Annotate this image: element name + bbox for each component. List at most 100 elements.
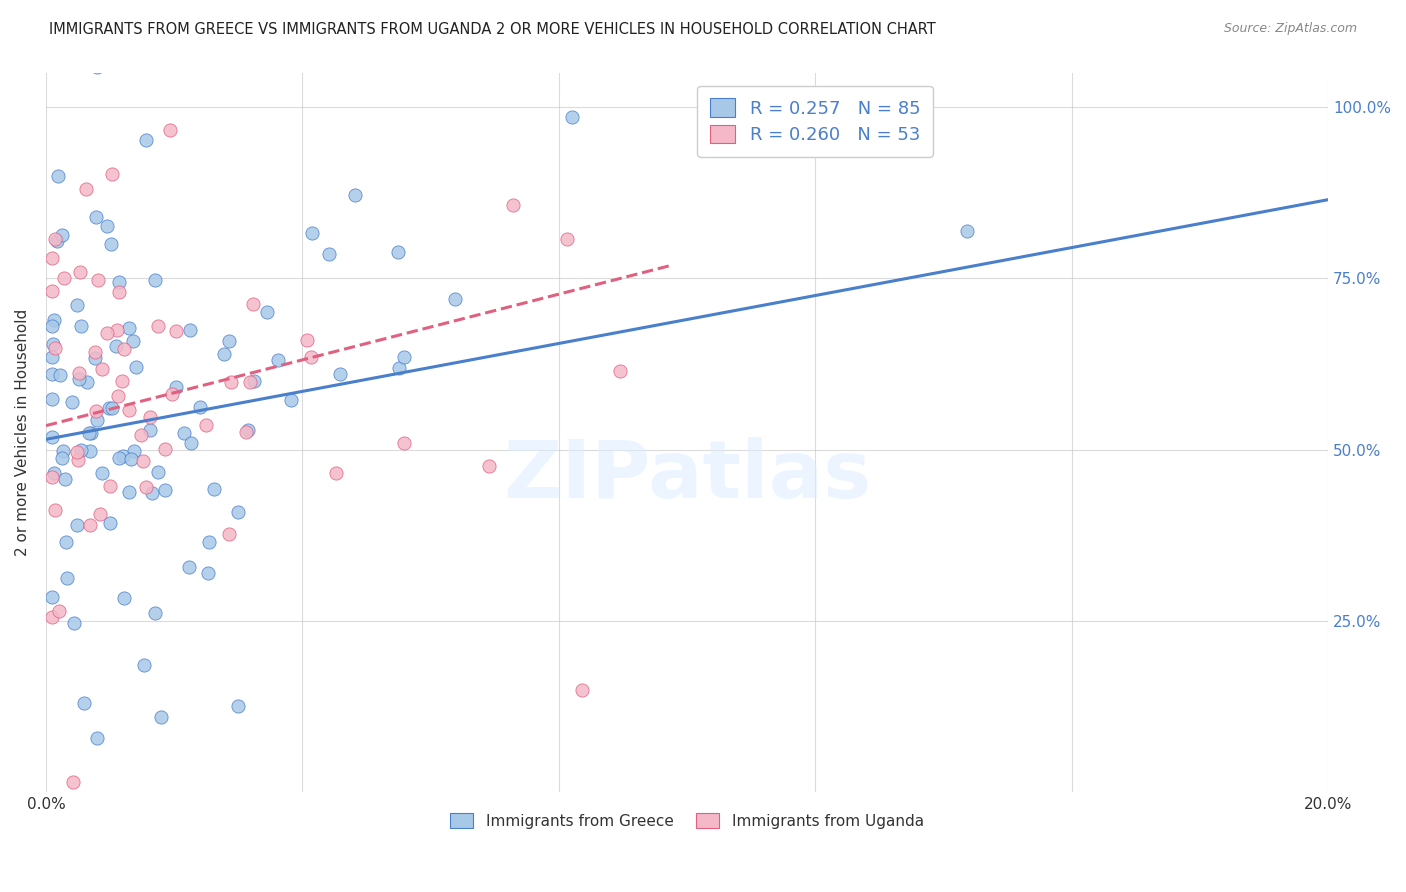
Point: [41, 590, 63, 604]
Point: [392, 435, 415, 450]
Point: [202, 483, 225, 497]
Point: [343, 187, 366, 202]
Point: [96, 219, 118, 234]
Point: [86, 731, 108, 745]
Point: [143, 273, 166, 287]
Point: [325, 466, 347, 480]
Text: IMMIGRANTS FROM GREECE VS IMMIGRANTS FROM UGANDA 2 OR MORE VEHICLES IN HOUSEHOLD: IMMIGRANTS FROM GREECE VS IMMIGRANTS FRO…: [49, 22, 936, 37]
Point: [132, 454, 155, 468]
Point: [41, 318, 63, 333]
Point: [79, 443, 101, 458]
Point: [53, 473, 76, 487]
Point: [52, 444, 75, 458]
Point: [46, 234, 69, 248]
Point: [125, 359, 148, 374]
Point: [956, 223, 979, 237]
Point: [118, 321, 141, 335]
Point: [159, 123, 181, 137]
Point: [609, 364, 631, 378]
Point: [571, 683, 593, 698]
Point: [84, 211, 107, 225]
Point: [165, 380, 187, 394]
Point: [329, 367, 352, 381]
Point: [84, 351, 107, 366]
Point: [146, 465, 169, 479]
Point: [62, 775, 84, 789]
Point: [70, 442, 93, 457]
Point: [235, 425, 257, 439]
Point: [41, 367, 63, 381]
Point: [44, 232, 66, 246]
Point: [141, 486, 163, 500]
Point: [101, 168, 124, 182]
Point: [91, 467, 114, 481]
Point: [267, 352, 290, 367]
Point: [112, 591, 135, 605]
Point: [41, 430, 63, 444]
Point: [105, 323, 128, 337]
Point: [218, 526, 240, 541]
Point: [280, 392, 302, 407]
Y-axis label: 2 or more Vehicles in Household: 2 or more Vehicles in Household: [15, 309, 30, 556]
Point: [118, 485, 141, 500]
Point: [139, 409, 162, 424]
Point: [41, 251, 63, 265]
Point: [46, 169, 69, 183]
Point: [66, 445, 89, 459]
Point: [84, 404, 107, 418]
Point: [478, 459, 501, 474]
Point: [73, 696, 96, 710]
Point: [90, 362, 112, 376]
Point: [77, 425, 100, 440]
Point: [41, 469, 63, 483]
Point: [153, 442, 176, 456]
Point: [197, 534, 219, 549]
Point: [41, 392, 63, 406]
Point: [553, 10, 575, 24]
Point: [148, 318, 170, 333]
Point: [243, 374, 266, 388]
Point: [238, 376, 260, 390]
Point: [48, 603, 70, 617]
Point: [67, 371, 90, 385]
Text: Source: ZipAtlas.com: Source: ZipAtlas.com: [1223, 22, 1357, 36]
Point: [107, 275, 129, 289]
Point: [41, 609, 63, 624]
Point: [56, 571, 79, 585]
Point: [214, 346, 236, 360]
Point: [295, 333, 318, 347]
Point: [76, 375, 98, 389]
Point: [120, 451, 142, 466]
Point: [100, 237, 122, 252]
Point: [301, 227, 323, 241]
Point: [135, 480, 157, 494]
Point: [107, 388, 129, 402]
Point: [112, 342, 135, 356]
Point: [162, 387, 184, 401]
Point: [60, 395, 83, 409]
Point: [132, 658, 155, 673]
Point: [118, 403, 141, 417]
Point: [79, 518, 101, 533]
Point: [143, 606, 166, 620]
Point: [98, 401, 121, 415]
Point: [318, 247, 340, 261]
Point: [226, 699, 249, 714]
Point: [87, 273, 110, 287]
Point: [165, 324, 187, 338]
Point: [121, 334, 143, 348]
Point: [150, 709, 173, 723]
Point: [52, 270, 75, 285]
Point: [256, 305, 278, 319]
Point: [108, 450, 131, 465]
Point: [66, 298, 89, 312]
Point: [173, 426, 195, 441]
Point: [44, 466, 66, 480]
Point: [226, 505, 249, 519]
Point: [236, 423, 259, 437]
Point: [444, 293, 467, 307]
Point: [62, 615, 84, 630]
Point: [179, 323, 201, 337]
Point: [84, 345, 107, 359]
Point: [70, 319, 93, 334]
